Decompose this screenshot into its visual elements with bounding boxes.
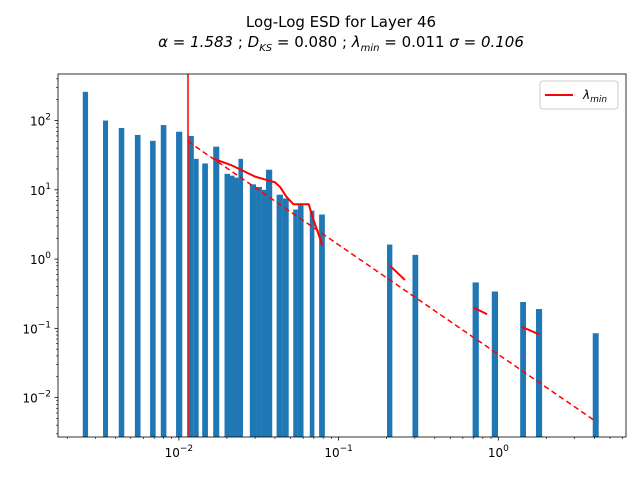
legend-label: λmin: [582, 88, 607, 105]
x-tick-label: 10−2: [165, 444, 194, 460]
histogram-bar: [472, 282, 479, 437]
histogram-bar: [387, 244, 393, 437]
histogram-bar: [491, 291, 498, 437]
histogram-bar: [297, 205, 304, 437]
subtitle-alpha: α = 1.583: [158, 33, 233, 51]
histogram-bar: [256, 186, 262, 437]
histogram-bar: [535, 309, 543, 437]
plot-frame: [57, 73, 627, 438]
power-law-fit-line: [187, 140, 597, 423]
legend: λmin: [539, 80, 619, 110]
histogram-bar: [213, 146, 220, 437]
histogram-bar: [249, 184, 257, 437]
empirical-pdf-line: [521, 325, 540, 336]
y-tick-label: 10−2: [22, 390, 51, 406]
empirical-pdf-line: [473, 306, 488, 316]
subtitle-lmin-sub: min: [361, 43, 380, 54]
subtitle-lmin-val: = 0.011: [380, 33, 445, 51]
histogram-bar: [150, 140, 156, 437]
chart-title: Log-Log ESD for Layer 46: [246, 13, 436, 31]
histogram-bar: [412, 254, 419, 437]
histogram-bar: [276, 194, 283, 437]
histogram-bar: [309, 210, 315, 437]
histogram-bar: [319, 214, 325, 437]
subtitle-sigma: σ = 0.106: [449, 33, 524, 51]
histogram-bar: [230, 175, 235, 437]
chart-subtitle: α = 1.583 ; DKS = 0.080 ; λmin = 0.011 σ…: [158, 33, 524, 54]
histogram-bar: [520, 302, 526, 437]
subtitle-lmin-label: λ: [351, 33, 361, 51]
histogram-bar: [224, 173, 231, 437]
histogram-bar: [238, 158, 244, 437]
subtitle-dks-val: = 0.080: [272, 33, 337, 51]
histogram-bar: [160, 125, 167, 437]
histogram-bar: [234, 177, 239, 437]
histogram-bar: [282, 198, 289, 437]
y-tick-label: 10−1: [22, 320, 51, 336]
subtitle-dks-sub: KS: [259, 43, 273, 54]
axes: 10−2 10−1 100 10−2 10−1 100 101 102: [22, 73, 627, 460]
histogram-bar: [592, 333, 599, 437]
plot-area: [82, 74, 599, 437]
histogram-bar: [293, 209, 298, 437]
histogram-bar: [265, 169, 273, 437]
y-tick-label: 101: [30, 182, 51, 198]
y-tick-label: 100: [30, 251, 51, 267]
histogram-bar: [82, 91, 89, 437]
legend-box: [539, 80, 619, 110]
histogram-bar: [188, 135, 194, 437]
x-tick-label: 10−1: [324, 444, 353, 460]
histogram-bar: [193, 158, 199, 437]
histogram-bar: [134, 134, 141, 437]
x-tick-label: 100: [488, 444, 509, 460]
histogram-bar: [103, 120, 109, 437]
histogram-bar: [202, 163, 208, 437]
histogram-bar: [261, 189, 266, 437]
subtitle-dks-label: D: [248, 33, 260, 51]
histogram-bar: [118, 128, 125, 437]
empirical-pdf-line: [389, 265, 406, 281]
y-tick-label: 102: [30, 113, 51, 129]
histogram-bar: [176, 131, 183, 437]
empirical-pdf-line: [213, 157, 324, 247]
